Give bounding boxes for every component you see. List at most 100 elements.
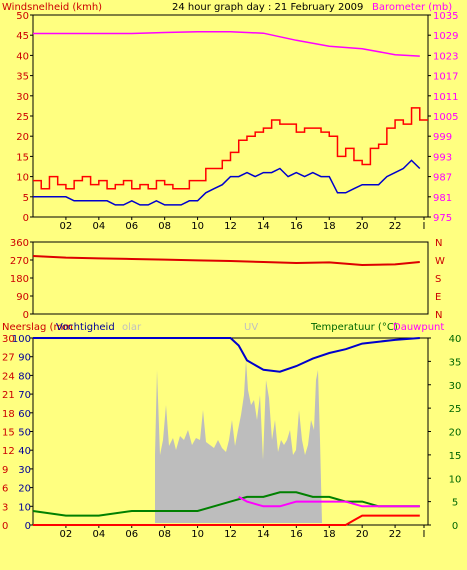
x-tick-label-bottom: 08 [158,529,171,540]
x-tick-label-bottom: 16 [290,529,303,540]
panel-wind-frame [32,14,429,218]
series-layer [32,31,428,526]
humidity-tick-label: 100 [12,334,31,345]
rain-tick-label: 3 [2,502,8,513]
humidity-tick-label: 30 [18,465,31,476]
barometer-tick-label: 993 [433,152,452,163]
humidity-tick-label: 80 [18,371,31,382]
rain-tick-label: 24 [2,371,15,382]
direction-tick-label: 360 [10,238,29,249]
barometer-axis-label: Barometer (mb) [372,2,452,13]
rain-tick-label: 18 [2,409,15,420]
barometer-tick-label: 987 [433,173,452,184]
humidity-tick-label: 50 [18,428,31,439]
x-tick-label-bottom: 10 [191,529,204,540]
wind-tick-label: 45 [16,31,29,42]
x-tick-label: 10 [191,221,204,232]
x-tick-label-bottom: 06 [125,529,138,540]
x-tick-label-bottom: 14 [257,529,270,540]
temperature-axis-label: Temperatuur (°C) [310,322,398,333]
rain-tick-label: 12 [2,446,15,457]
uv-axis-label: UV [244,322,258,333]
temperature-tick-label: 10 [449,474,462,485]
direction-tick-label: 0 [23,310,29,321]
x-tick-label-bottom: 22 [389,529,402,540]
x-tick-label: 06 [125,221,138,232]
humidity-tick-label: 0 [25,521,31,532]
barometer-tick-label: 975 [433,213,452,224]
humidity-tick-label: 90 [18,353,31,364]
barometer-tick-label: 1011 [433,92,458,103]
x-tick-label: 02 [60,221,73,232]
direction-series-line-0 [32,255,420,267]
rain-tick-label: 6 [2,484,8,495]
wind-tick-label: 30 [16,92,29,103]
x-tick-label: 22 [389,221,402,232]
rain-tick-label: 21 [2,390,15,401]
wind-tick-label: 10 [16,173,29,184]
compass-tick-label: W [435,256,445,267]
humidity-tick-label: 20 [18,484,31,495]
wind-tick-label: 25 [16,112,29,123]
compass-tick-label: N [435,310,442,321]
x-tick-label: 12 [224,221,237,232]
wind-tick-label: 15 [16,152,29,163]
chart-title: 24 hour graph day : 21 February 2009 [172,2,363,13]
top-series-line-0 [33,31,420,57]
temperature-tick-label: 40 [449,334,462,345]
compass-tick-label: N [435,238,442,249]
direction-tick-label: 270 [10,256,29,267]
barometer-tick-label: 999 [433,132,452,143]
wind-tick-label: 0 [23,213,29,224]
solar-axis-label: olar [122,322,142,333]
x-tick-label-bottom: 04 [92,529,105,540]
barometer-tick-label: 1023 [433,51,458,62]
climate-series-line-1 [32,491,420,517]
temperature-tick-label: 30 [449,381,462,392]
x-tick-label: 08 [158,221,171,232]
x-tick-label-bottom: 02 [60,529,73,540]
solar-area [155,360,322,523]
x-tick-label-bottom: 12 [224,529,237,540]
barometer-tick-label: 981 [433,193,452,204]
rain-tick-label: 0 [2,521,8,532]
climate-series-line-3 [33,514,420,526]
compass-tick-label: S [435,274,441,285]
barometer-tick-label: 1017 [433,72,458,83]
x-tick-label: 20 [356,221,369,232]
rain-axis-label: Neerslag (mm [2,322,73,333]
top-series-line-2 [33,159,421,206]
climate-series-line-0 [33,337,420,373]
temperature-tick-label: 20 [449,428,462,439]
panel-direction-frame [32,241,429,315]
x-tick-label-bottom: 20 [356,529,369,540]
wind-tick-label: 35 [16,72,29,83]
humidity-axis-label: Vochtigheid [56,322,115,333]
x-tick-label-bottom: 18 [323,529,336,540]
temperature-tick-label: 35 [449,357,462,368]
wind-axis-label: Windsnelheid (kmh) [2,2,102,13]
top-series-line-1 [33,107,428,190]
x-tick-label: 14 [257,221,270,232]
dewpoint-axis-label: Dauwpunt [393,322,444,333]
rain-tick-label: 30 [2,334,15,345]
wind-tick-label: 40 [16,51,29,62]
wind-tick-label: 20 [16,132,29,143]
x-tick-label: I [423,221,426,232]
x-tick-label-bottom: I [423,529,426,540]
rain-tick-label: 9 [2,465,8,476]
direction-tick-label: 180 [10,274,29,285]
direction-tick-label: 90 [16,292,29,303]
wind-tick-label: 50 [16,11,29,22]
barometer-tick-label: 1005 [433,112,458,123]
x-tick-label: 04 [92,221,105,232]
climate-series-line-2 [238,496,420,508]
rain-tick-label: 15 [2,428,15,439]
x-tick-label: 16 [290,221,303,232]
humidity-tick-label: 40 [18,446,31,457]
humidity-tick-label: 70 [18,390,31,401]
temperature-tick-label: 5 [452,498,458,509]
wind-tick-label: 5 [23,193,29,204]
